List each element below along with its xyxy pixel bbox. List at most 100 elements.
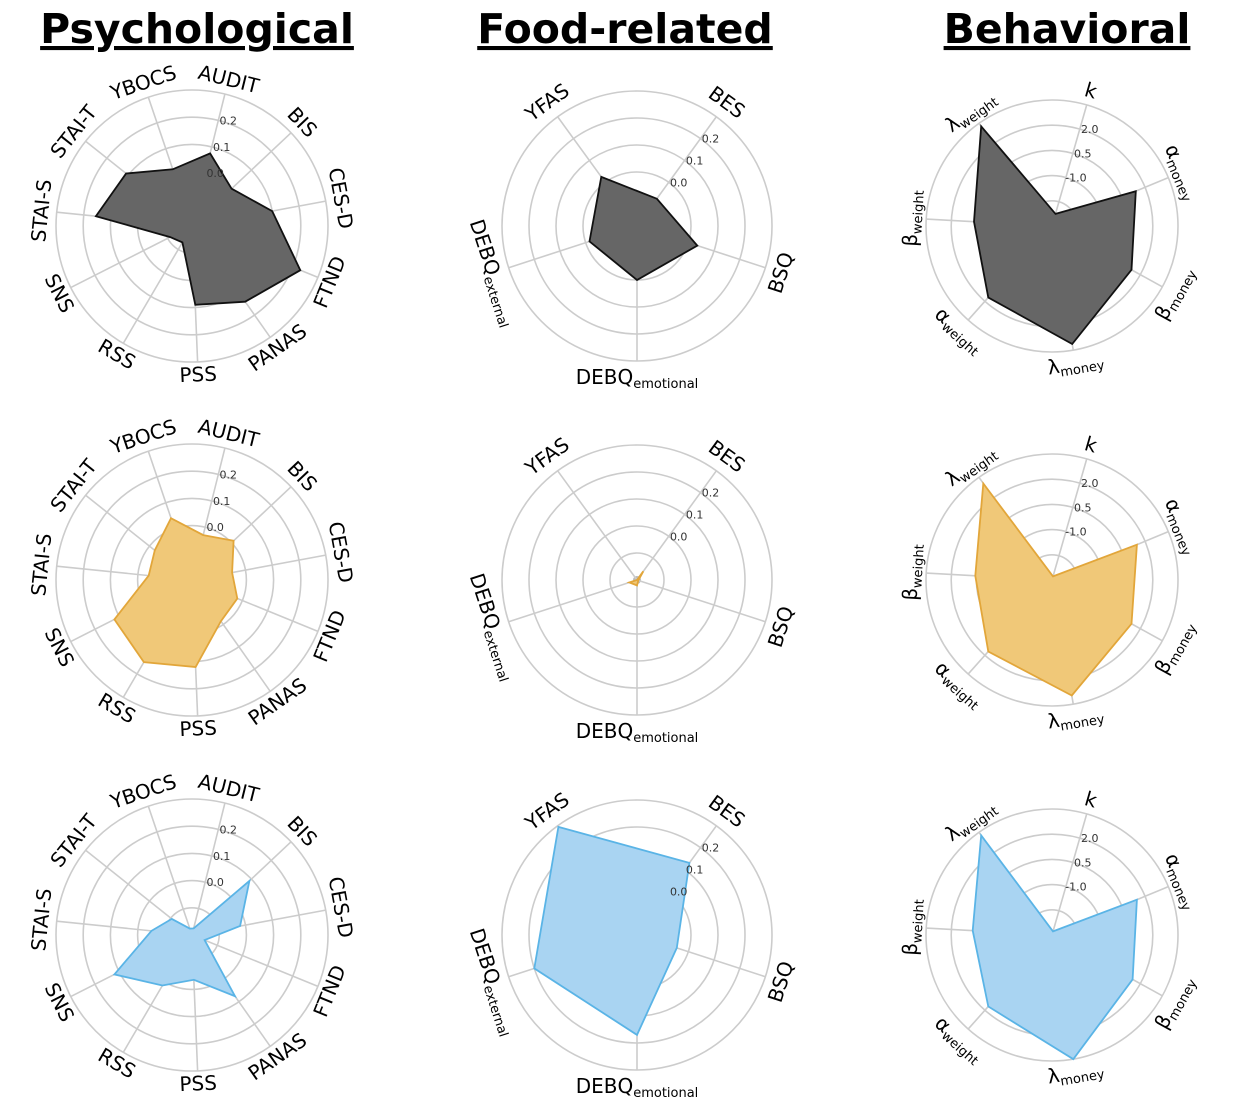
axis-label-text: PSS (179, 1071, 217, 1097)
axis-spoke (636, 579, 766, 623)
axis-label-main: DEBQ (465, 925, 506, 987)
grid-ring (82, 825, 302, 1045)
tick-label: 0.1 (686, 155, 704, 168)
tick-label: 0.0 (206, 876, 224, 889)
tick-label: 0.2 (220, 468, 238, 481)
axis-label-subscript: external (480, 983, 511, 1039)
axis-label-subscript: money (1166, 977, 1201, 1024)
axis-label-audit: AUDIT (196, 60, 263, 98)
axis-label-text: βweight (897, 543, 927, 601)
axis-label-text: αmoney (1158, 494, 1205, 558)
tick-label: 0.5 (1074, 147, 1092, 160)
axis-label-text: k (1082, 431, 1100, 457)
axis-label-main: DEBQ (576, 1074, 634, 1098)
axis-label-rss: RSS (94, 334, 140, 375)
radar-panel-food-related-row-1: 0.00.10.2BESBSQDEBQemotionalDEBQexternal… (462, 78, 798, 392)
tick-label: 0.0 (670, 176, 688, 189)
data-polygon-gray (94, 152, 302, 306)
tick-label: 0.1 (213, 850, 231, 863)
axis-label-lambda-weight: λweight (940, 85, 1001, 139)
axis-label-text: DEBQexternal (462, 216, 522, 330)
axis-label-subscript: emotional (633, 377, 698, 392)
axis-label-lambda-money: λmoney (1046, 346, 1106, 382)
tick-label: 0.0 (206, 167, 224, 180)
axis-label-main: β (897, 587, 922, 601)
axis-label-text: CES-D (324, 520, 359, 585)
axis-label-main: BSQ (762, 249, 798, 296)
axis-spoke (122, 225, 193, 344)
axis-label-main: DEBQ (465, 216, 506, 278)
axis-label-ces-d: CES-D (324, 875, 359, 940)
axis-label-debq-external: DEBQexternal (465, 925, 511, 1039)
axis-label-yfas: YFAS (519, 78, 573, 126)
grid-ring (925, 99, 1179, 353)
axis-label-text: βmoney (1149, 971, 1200, 1034)
axis-label-main: BSQ (762, 603, 798, 650)
axis-label-k: k (1082, 77, 1100, 103)
axis-label-text: λweight (940, 85, 1001, 139)
axis-label-text: BSQ (762, 249, 798, 296)
axis-label-text: DEBQemotional (576, 1074, 699, 1100)
axis-label-ces-d: CES-D (324, 520, 359, 585)
axis-label-text: CES-D (324, 875, 359, 940)
axis-label-beta-weight: βweight (897, 190, 927, 247)
axis-label-main: YFAS (519, 432, 573, 480)
axis-label-rss: RSS (94, 688, 140, 729)
data-polygon-gray (973, 124, 1137, 346)
axis-label-sns: SNS (40, 624, 80, 671)
axis-label-text: λweight (940, 794, 1001, 848)
radar-panel-psychological-row-2: 0.00.10.2AUDITBISCES-DFTNDPANASPSSRSSSNS… (26, 414, 358, 741)
axis-label-subscript: money (1059, 358, 1106, 380)
grid-ring (55, 89, 329, 363)
axis-label-subscript: emotional (633, 731, 698, 746)
axis-label-sns: SNS (40, 270, 80, 317)
axis-label-subscript: money (1166, 622, 1201, 669)
axis-label-lambda-weight: λweight (940, 439, 1001, 493)
axis-spoke (636, 470, 717, 581)
axis-label-subscript: money (1059, 1067, 1106, 1089)
axis-spoke (1051, 458, 1088, 581)
axis-label-k: k (1082, 786, 1100, 812)
axis-label-text: λmoney (1046, 1055, 1106, 1091)
axis-label-text: FTND (308, 607, 351, 666)
axis-label-text: DEBQemotional (576, 365, 699, 392)
axis-label-subscript: weight (910, 544, 927, 589)
axis-label-text: βmoney (1149, 262, 1200, 325)
grid-ring (136, 879, 248, 991)
tick-label: 2.0 (1081, 477, 1099, 490)
axis-label-ftnd: FTND (308, 607, 351, 666)
axis-label-rss: RSS (94, 1043, 140, 1084)
axis-label-subscript: money (1163, 866, 1194, 913)
grid-ring (82, 470, 302, 690)
tick-label: 0.0 (670, 885, 688, 898)
data-polygon-orange (113, 516, 239, 668)
axis-label-text: YFAS (519, 78, 573, 126)
axis-spoke (1051, 104, 1088, 227)
axis-spoke (508, 579, 638, 623)
axis-label-pss: PSS (179, 1071, 217, 1097)
axis-label-text: FTND (308, 962, 351, 1021)
axis-label-text: λmoney (1046, 346, 1106, 382)
axis-label-text: AUDIT (196, 769, 263, 807)
axis-label-text: λweight (940, 439, 1001, 493)
tick-label: 0.1 (213, 495, 231, 508)
axis-label-bsq: BSQ (762, 958, 798, 1005)
tick-label: -1.0 (1065, 172, 1086, 185)
axis-label-alpha-money: αmoney (1158, 494, 1205, 558)
tick-label: 2.0 (1081, 832, 1099, 845)
axis-label-text: RSS (94, 688, 140, 729)
axis-label-audit: AUDIT (196, 769, 263, 807)
axis-spoke (1051, 813, 1088, 936)
axis-label-alpha-money: αmoney (1161, 140, 1194, 204)
tick-label: 0.1 (686, 864, 704, 877)
tick-label: -1.0 (1065, 881, 1086, 894)
axis-label-beta-weight: βweight (897, 899, 927, 956)
axis-label-stai-s: STAI-S (26, 178, 56, 243)
axis-label-text: AUDIT (196, 414, 263, 452)
axis-label-debq-emotional: DEBQemotional (576, 1074, 699, 1100)
axis-label-sns: SNS (40, 979, 80, 1026)
axis-label-main: λ (1046, 707, 1062, 733)
tick-label: 0.2 (702, 842, 720, 855)
axis-label-bsq: BSQ (762, 249, 798, 296)
